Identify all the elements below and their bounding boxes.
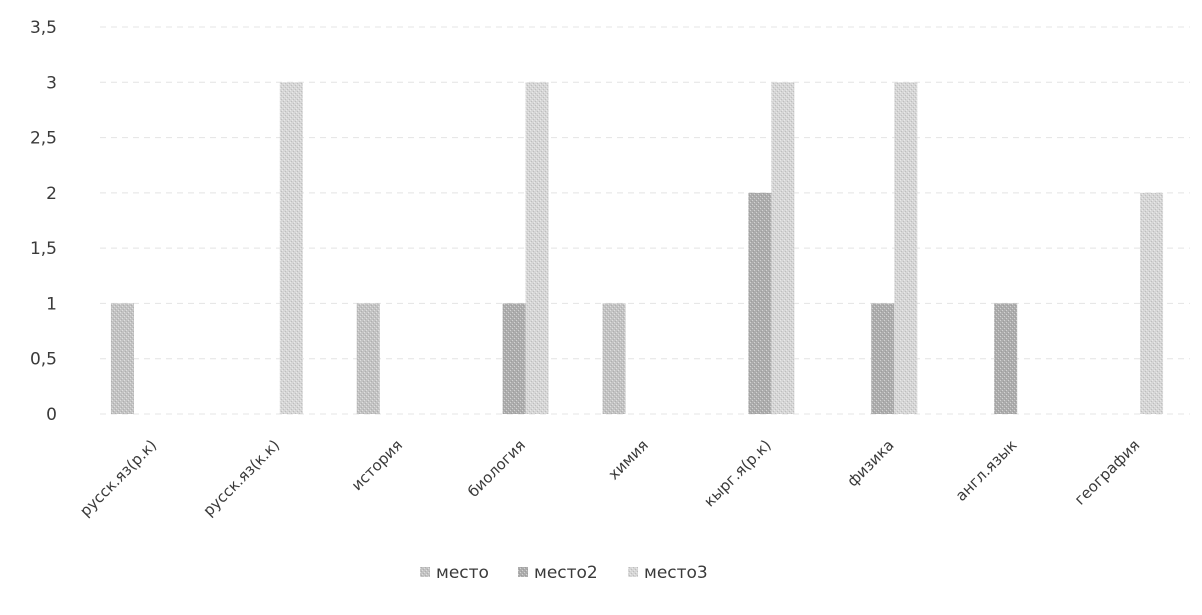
y-tick-label: 2 <box>46 184 57 204</box>
x-category-label: англ.язык <box>952 436 1021 505</box>
y-tick-label: 0,5 <box>30 350 57 370</box>
bar-mesto3-5 <box>771 82 795 415</box>
x-category-label: русск.яз(к.к) <box>200 436 284 520</box>
bar-mesto2-7 <box>994 303 1018 414</box>
legend-label: место <box>436 563 489 583</box>
bar-mesto3-3 <box>525 82 549 415</box>
y-tick-label: 0 <box>46 405 57 425</box>
legend: место место2 место3 <box>420 563 708 583</box>
bar-mesto-0 <box>110 303 134 414</box>
x-axis-category-labels: русск.яз(р.к) русск.яз(к.к) история биологи… <box>76 436 1143 520</box>
bar-mesto3-6 <box>894 82 918 415</box>
x-category-label: кырг.я(р.к) <box>700 436 774 510</box>
gridlines <box>100 26 1190 415</box>
legend-label: место2 <box>534 563 598 583</box>
bars <box>110 82 1164 415</box>
x-category-label: география <box>1071 436 1143 508</box>
x-category-label: физика <box>843 436 897 490</box>
bar-mesto-4 <box>602 303 626 414</box>
bar-mesto2-3 <box>502 303 526 414</box>
bar-mesto-2 <box>356 303 380 414</box>
bar-mesto3-1 <box>279 82 303 415</box>
legend-item-mesto: место <box>420 563 489 583</box>
y-tick-label: 2,5 <box>30 129 57 149</box>
y-tick-label: 1,5 <box>30 239 57 259</box>
x-category-label: история <box>348 436 406 494</box>
y-tick-label: 1 <box>46 294 57 314</box>
bar-mesto3-8 <box>1140 192 1164 414</box>
y-tick-label: 3 <box>46 73 57 93</box>
x-category-label: русск.яз(р.к) <box>76 436 160 520</box>
bar-mesto2-5 <box>748 192 772 414</box>
legend-item-mesto2: место2 <box>518 563 598 583</box>
y-tick-label: 3,5 <box>30 18 57 38</box>
x-category-label: биология <box>464 436 529 501</box>
y-axis-tick-labels: 0 0,5 1 1,5 2 2,5 3 3,5 <box>30 18 57 425</box>
legend-item-mesto3: место3 <box>628 563 708 583</box>
x-category-label: химия <box>605 436 652 483</box>
bar-mesto2-6 <box>871 303 895 414</box>
legend-label: место3 <box>644 563 708 583</box>
